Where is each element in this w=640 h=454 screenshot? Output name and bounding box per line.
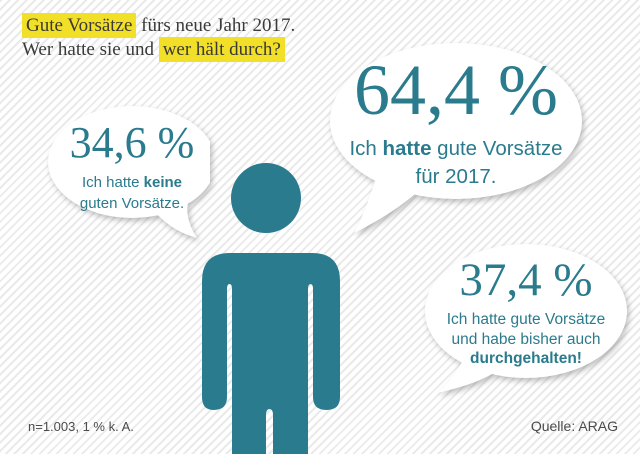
person-body — [202, 253, 340, 454]
sample-size-note: n=1.003, 1 % k. A. — [28, 419, 134, 434]
bubble-no-resolutions-caption: Ich hatte keine guten Vorsätze. — [48, 172, 216, 214]
caption-bold-text: durchgehalten! — [470, 350, 582, 367]
caption-text: für 2017. — [415, 165, 497, 188]
bubble-had-resolutions-caption: Ich hatte gute Vorsätze für 2017. — [330, 135, 582, 191]
bubble-kept-resolutions-caption: Ich hatte gute Vorsätze und habe bisher … — [425, 310, 627, 369]
title-highlight-1: Gute Vorsätze — [22, 13, 137, 38]
caption-text: und habe bisher auch — [451, 330, 601, 348]
bubble-had-resolutions-text: 64,4 % Ich hatte gute Vorsätze für 2017. — [330, 43, 582, 191]
caption-text: guten Vorsätze. — [79, 195, 185, 212]
page-title: Gute Vorsätze fürs neue Jahr 2017. Wer h… — [22, 13, 296, 62]
caption-bold-text: hatte — [382, 137, 432, 160]
title-line-2: Wer hatte sie und wer hält durch? — [22, 37, 295, 62]
caption-text: Ich hatte — [81, 174, 144, 191]
speech-bubble-body — [48, 106, 210, 218]
title-pre-2: Wer hatte sie und — [22, 39, 159, 60]
speech-bubble-body — [330, 43, 582, 199]
percentage-kept-resolutions: 37,4 % — [459, 254, 593, 306]
speech-bubble-body — [425, 244, 627, 378]
title-highlight-2: wer hält durch? — [158, 37, 285, 62]
speech-bubble-kept-resolutions — [425, 244, 627, 393]
caption-text: Ich hatte gute Vorsätze — [446, 311, 606, 328]
percentage-had-resolutions: 64,4 % — [354, 50, 558, 130]
title-rest-1: fürs neue Jahr 2017. — [136, 15, 296, 36]
source-credit: Quelle: ARAG — [530, 418, 618, 434]
person-head — [231, 163, 301, 233]
speech-bubble-had-resolutions — [330, 43, 582, 233]
percentage-no-resolutions: 34,6 % — [69, 118, 195, 167]
speech-bubble-no-resolutions — [48, 106, 210, 238]
caption-text: Ich — [349, 137, 383, 160]
caption-bold-text: keine — [143, 174, 183, 191]
title-line-1: Gute Vorsätze fürs neue Jahr 2017. — [22, 13, 296, 38]
caption-text: gute Vorsätze — [431, 137, 563, 160]
bubble-no-resolutions-text: 34,6 % Ich hatte keine guten Vorsätze. — [48, 106, 216, 214]
bubble-kept-resolutions-text: 37,4 % Ich hatte gute Vorsätze und habe … — [425, 244, 627, 369]
